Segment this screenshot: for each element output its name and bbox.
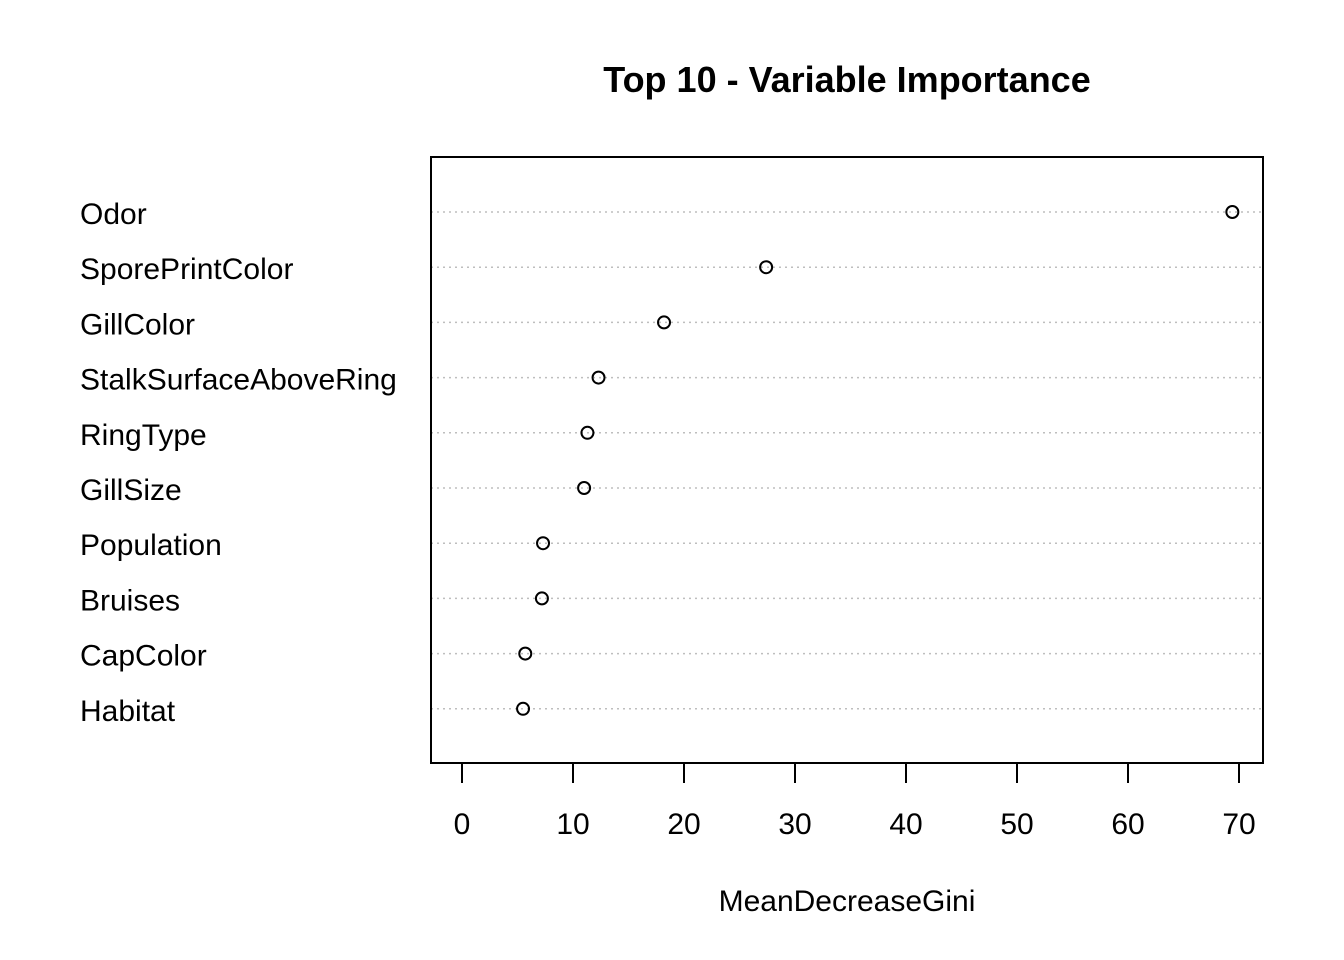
- gridlines: [431, 211, 1263, 710]
- data-point: [516, 701, 531, 716]
- x-tick-label: 40: [889, 808, 922, 841]
- data-point: [759, 260, 774, 275]
- x-tick-label: 60: [1111, 808, 1144, 841]
- data-point: [518, 646, 533, 661]
- x-tick-label: 0: [454, 808, 471, 841]
- x-axis: 0 10 20 30 40 50 60 70: [454, 762, 1256, 841]
- category-label: SporePrintColor: [80, 253, 293, 286]
- data-points: [516, 205, 1240, 716]
- category-label: GillColor: [80, 308, 195, 341]
- x-tick-label: 70: [1222, 808, 1255, 841]
- x-tick-label: 50: [1000, 808, 1033, 841]
- category-labels: Odor SporePrintColor GillColor StalkSurface…: [80, 198, 397, 728]
- category-label: RingType: [80, 419, 207, 452]
- data-point: [536, 536, 551, 551]
- x-tick-label: 10: [556, 808, 589, 841]
- category-label: Odor: [80, 198, 147, 231]
- data-point: [577, 481, 592, 495]
- data-point: [534, 591, 549, 606]
- category-label: CapColor: [80, 640, 207, 673]
- plot-frame: [430, 156, 1264, 764]
- x-axis-label: MeanDecreaseGini: [719, 885, 976, 918]
- category-label: Bruises: [80, 584, 180, 617]
- data-point: [657, 315, 672, 330]
- category-label: StalkSurfaceAboveRing: [80, 364, 397, 397]
- data-point: [580, 425, 595, 440]
- category-label: Population: [80, 529, 222, 562]
- category-label: GillSize: [80, 474, 182, 507]
- data-point: [591, 370, 606, 385]
- chart-title: Top 10 - Variable Importance: [603, 59, 1090, 100]
- category-label: Habitat: [80, 695, 176, 728]
- x-tick-label: 20: [667, 808, 700, 841]
- x-tick-label: 30: [778, 808, 811, 841]
- data-point: [1225, 205, 1240, 219]
